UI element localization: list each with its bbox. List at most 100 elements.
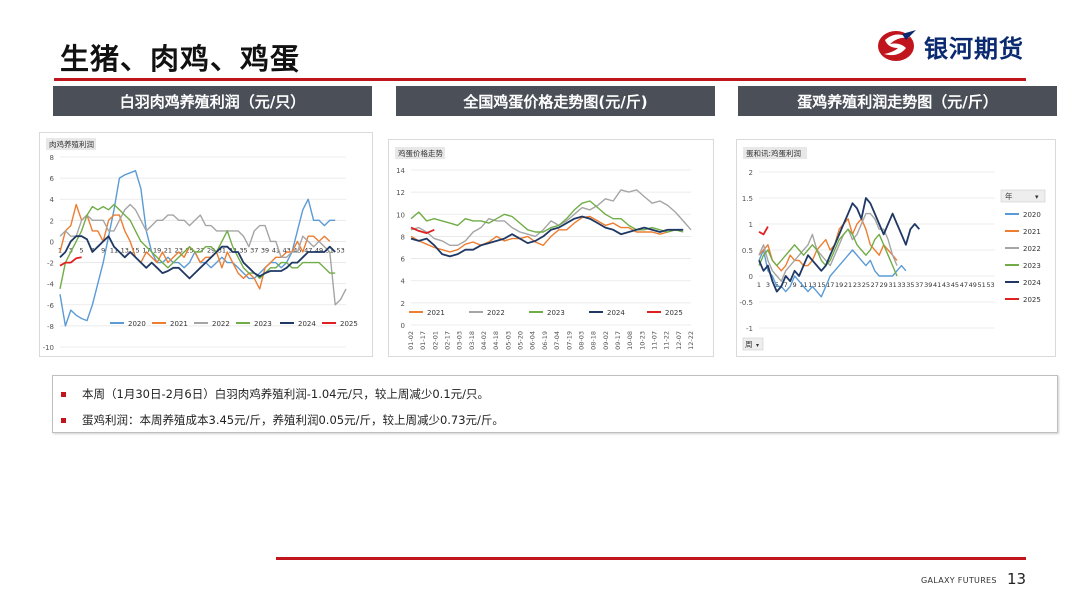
y-tick-label: 14 <box>396 167 405 175</box>
legend-title: 年 <box>1005 191 1013 201</box>
legend-label-2022: 2022 <box>1023 245 1041 253</box>
legend-label-2023: 2023 <box>1023 262 1041 270</box>
series-line-2020 <box>758 249 907 298</box>
x-tick-label: 21 <box>844 281 852 289</box>
y-tick-label: 4 <box>401 278 406 286</box>
legend-label-2023: 2023 <box>254 320 272 328</box>
note-text: 蛋鸡利润：本周养殖成本3.45元/斤，养殖利润0.05元/斤，较上周减少0.73… <box>82 413 504 427</box>
page-title: 生猪、肉鸡、鸡蛋 <box>60 42 301 76</box>
y-tick-label: 2 <box>50 217 54 225</box>
x-tick-label: 49 <box>315 246 323 254</box>
x-tick-label: 11-07 <box>650 331 658 350</box>
x-tick-label: 35 <box>906 281 914 289</box>
y-tick-label: 0 <box>50 238 54 246</box>
chart-label-bg <box>743 147 807 159</box>
x-tick-label: 9 <box>793 281 797 289</box>
y-tick-label: 8 <box>401 233 405 241</box>
x-tick-label: 06-04 <box>529 331 537 350</box>
x-tick-label: 3 <box>766 281 770 289</box>
legend-label-2024: 2024 <box>1023 279 1041 287</box>
y-tick-label: -4 <box>47 281 55 289</box>
legend-label-2021: 2021 <box>1023 228 1041 236</box>
bullet-icon <box>61 417 66 423</box>
x-tick-label: 47 <box>960 281 968 289</box>
y-tick-label: -1 <box>746 325 753 333</box>
x-tick-label: 17 <box>142 246 150 254</box>
series-line-2025 <box>410 226 435 234</box>
x-tick-label: 41 <box>933 281 941 289</box>
legend-label-2024: 2024 <box>298 320 316 328</box>
x-tick-label: 02-01 <box>431 331 439 350</box>
series-line-2021 <box>410 215 684 253</box>
x-tick-label: 09-17 <box>614 331 622 350</box>
x-tick-label: 19 <box>153 246 161 254</box>
note-item: 蛋鸡利润：本周养殖成本3.45元/斤，养殖利润0.05元/斤，较上周减少0.73… <box>61 412 504 428</box>
series-line-2022 <box>59 203 347 306</box>
header-layer-profit: 蛋鸡养殖利润走势图（元/斤） <box>738 86 1057 116</box>
x-tick-label: 29 <box>880 281 888 289</box>
series-line-2024 <box>59 235 336 280</box>
x-tick-label: 07-19 <box>565 331 573 350</box>
x-tick-label: 15 <box>131 246 139 254</box>
x-tick-label: 04-02 <box>480 331 488 350</box>
x-tick-label: 01-17 <box>419 331 427 350</box>
legend-label-2022: 2022 <box>212 320 230 328</box>
y-tick-label: 10 <box>396 211 405 219</box>
x-tick-label: 25 <box>862 281 870 289</box>
chart-label-bg <box>46 138 96 150</box>
note-text: 本周（1月30日-2月6日）白羽肉鸡养殖利润-1.04元/只，较上周减少0.1元… <box>82 387 490 401</box>
x-tick-label: 09-02 <box>602 331 610 350</box>
y-tick-label: 0 <box>401 322 405 330</box>
x-tick-label: 17 <box>826 281 834 289</box>
x-tick-label: 10-23 <box>638 331 646 350</box>
x-tick-label: 23 <box>853 281 861 289</box>
x-tick-label: 51 <box>326 246 334 254</box>
y-tick-label: 12 <box>396 189 405 197</box>
x-tick-label: 04-18 <box>492 331 500 350</box>
chart-egg-price: 鸡蛋价格走势 0 2 4 6 8 10 12 14 01-02 01-17 02-01 02-17 03-… <box>388 139 714 357</box>
legend-label-2025: 2025 <box>340 320 358 328</box>
y-tick-label: -6 <box>47 302 55 310</box>
x-tick-label: 3 <box>69 246 73 254</box>
x-tick-label: 06-19 <box>541 331 549 350</box>
x-tick-label: 51 <box>978 281 986 289</box>
x-tick-label: 13 <box>121 246 129 254</box>
y-tick-label: -2 <box>47 260 54 268</box>
x-tick-label: 43 <box>283 246 291 254</box>
x-tick-label: 47 <box>304 246 312 254</box>
chart-broiler-profit: 肉鸡养殖利润 -10 -8 -6 -4 -2 0 2 4 6 8 1 3 5 7 9 11 13 15 17 19 21 2… <box>39 132 373 357</box>
y-tick-label: 6 <box>401 256 406 264</box>
y-tick-label: 1.5 <box>742 195 753 203</box>
bullet-icon <box>61 391 66 397</box>
x-tick-label: 12-22 <box>687 331 695 350</box>
x-tick-label: 53 <box>986 281 994 289</box>
x-tick-label: 05-20 <box>517 331 525 350</box>
x-tick-label: 1 <box>757 281 761 289</box>
legend-label-2020: 2020 <box>128 320 146 328</box>
series-line-2025 <box>758 226 769 236</box>
filter-button-label: 周 <box>745 340 753 349</box>
y-tick-label: 8 <box>50 154 54 162</box>
series-line-2024 <box>758 197 920 293</box>
chevron-down-icon: ▾ <box>756 342 759 349</box>
y-tick-label: 0 <box>749 273 753 281</box>
chevron-down-icon: ▾ <box>1035 193 1039 201</box>
legend-title-box <box>1000 189 1046 203</box>
y-tick-label: 4 <box>50 196 55 204</box>
series-line-2024 <box>410 215 684 258</box>
series-line-2021 <box>758 218 898 272</box>
legend-label-2024: 2024 <box>607 309 625 317</box>
x-tick-label: 25 <box>185 246 193 254</box>
legend-label-2021: 2021 <box>427 309 445 317</box>
footer-divider <box>276 557 1026 560</box>
header-broiler-profit: 白羽肉鸡养殖利润（元/只） <box>53 86 372 116</box>
x-tick-label: 07-04 <box>553 331 561 350</box>
x-tick-label: 27 <box>196 246 204 254</box>
x-tick-label: 05-03 <box>504 331 512 350</box>
x-tick-label: 08-18 <box>590 331 598 350</box>
y-tick-label: 1 <box>749 221 753 229</box>
x-tick-label: 23 <box>175 246 183 254</box>
series-line-2022 <box>410 189 692 247</box>
x-tick-label: 13 <box>808 281 816 289</box>
x-tick-label: 5 <box>80 246 84 254</box>
